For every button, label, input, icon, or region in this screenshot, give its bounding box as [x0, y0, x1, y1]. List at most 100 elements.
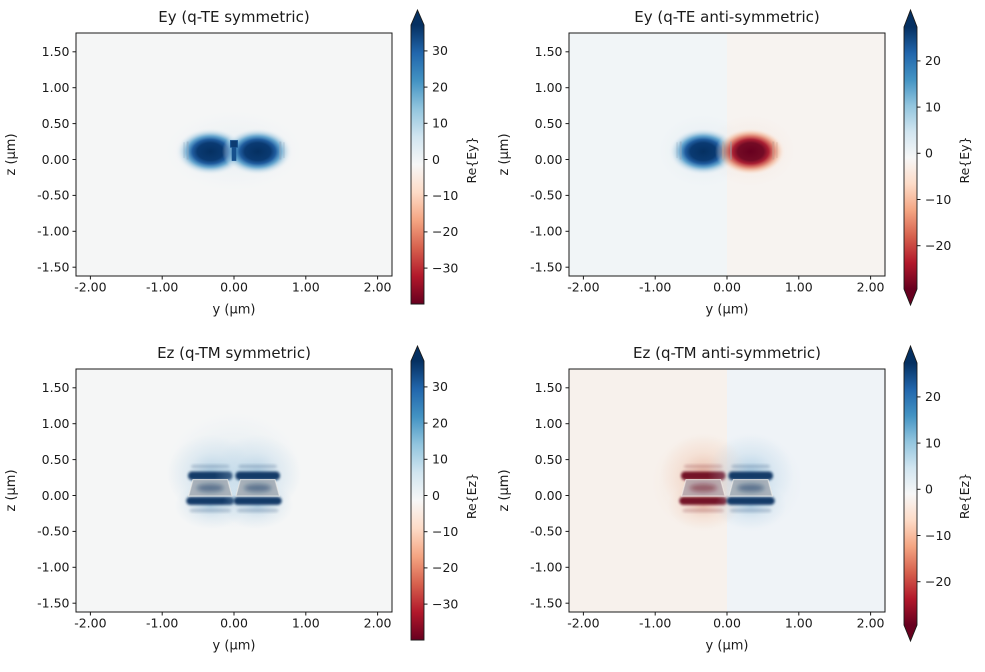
- sidewall-dash: [279, 141, 282, 160]
- panel-svg-ez-tm-symmetric: -2.00 -1.00 0.00 1.00 2.00 1.50 1.00 0.50 0.00 -0…: [4, 344, 479, 654]
- colorbar-tick-label: 0: [432, 152, 440, 167]
- x-axis-label: y (µm): [706, 639, 749, 654]
- panel-svg-ez-tm-anti-symmetric: -2.00 -1.00 0.00 1.00 2.00 1.50 1.00 0.50 0.00 -0…: [497, 344, 972, 654]
- x-tick-label: 2.00: [364, 280, 392, 295]
- y-tick-label: 1.00: [42, 416, 70, 431]
- x-tick-label: -2.00: [74, 280, 106, 295]
- panel-ey-te-anti-symmetric: -2.00 -1.00 0.00 1.00 2.00 1.50 1.00 0.50 0.00 -0…: [493, 0, 985, 336]
- x-tick-label: 0.00: [220, 616, 248, 631]
- x-tick-label: 2.00: [857, 616, 885, 631]
- mode-lobe: [221, 127, 294, 177]
- field-stripe-top: [235, 471, 280, 481]
- y-tick-label: 1.00: [535, 80, 563, 95]
- sidewall-dash: [772, 141, 775, 160]
- panel-title: Ey (q-TE symmetric): [158, 8, 309, 26]
- colorbar-tick-label: −20: [432, 560, 458, 575]
- colorbar-tick-label: −20: [925, 574, 951, 589]
- x-tick-label: -1.00: [146, 616, 178, 631]
- panel-ez-tm-symmetric: -2.00 -1.00 0.00 1.00 2.00 1.50 1.00 0.50 0.00 -0…: [0, 336, 492, 672]
- y-axis-label: z (µm): [497, 133, 512, 175]
- colorbar-tick-label: 10: [925, 99, 941, 114]
- x-axis-label: y (µm): [213, 303, 256, 318]
- panel-ez-tm-anti-symmetric: -2.00 -1.00 0.00 1.00 2.00 1.50 1.00 0.50 0.00 -0…: [493, 336, 985, 672]
- sidewall-dash: [676, 142, 678, 159]
- colorbar-tick-label: 10: [432, 116, 448, 131]
- y-tick-label: 0.00: [42, 488, 70, 503]
- ripple-stripe: [731, 464, 771, 469]
- colorbar-tick-label: 20: [432, 79, 448, 94]
- colorbar-label: Re{Ez}: [957, 473, 972, 519]
- waveguide-interior-band: [689, 484, 717, 492]
- y-tick-label: 1.50: [535, 44, 563, 59]
- x-tick-label: 0.00: [220, 280, 248, 295]
- y-tick-label: 0.50: [42, 116, 70, 131]
- y-axis-label: z (µm): [497, 469, 512, 511]
- colorbar-tick-label: 0: [925, 146, 933, 161]
- colorbar-label: Re{Ez}: [464, 473, 479, 519]
- field-stripe-bottom: [233, 496, 282, 505]
- y-tick-label: 0.00: [42, 152, 70, 167]
- colorbar-tick-label: 20: [925, 389, 941, 404]
- colorbar-label: Re{Ey}: [957, 136, 972, 183]
- y-tick-label: 1.00: [42, 80, 70, 95]
- panel-svg-ey-te-symmetric: -2.00 -1.00 0.00 1.00 2.00 1.50 1.00 0.50 0.00 -0…: [4, 8, 479, 318]
- y-tick-label: -1.50: [37, 260, 69, 275]
- y-tick-label: 0.50: [535, 116, 563, 131]
- y-tick-label: 0.00: [535, 488, 563, 503]
- ripple-stripe: [189, 508, 232, 513]
- colorbar-tick-label: −20: [925, 238, 951, 253]
- sidewall-dash: [186, 141, 189, 160]
- colorbar-tick-label: 30: [432, 43, 448, 58]
- colorbar-tick-label: −30: [432, 596, 458, 611]
- colorbar-tick-label: 0: [432, 488, 440, 503]
- y-tick-label: -1.50: [530, 260, 562, 275]
- y-tick-label: -0.50: [530, 524, 562, 539]
- x-tick-label: 1.00: [785, 616, 813, 631]
- x-tick-label: -1.00: [639, 280, 671, 295]
- x-tick-label: 1.00: [292, 280, 320, 295]
- heatmap-field: [165, 412, 303, 532]
- sidewall-dash: [679, 141, 682, 160]
- heatmap-field: [165, 111, 303, 191]
- y-tick-label: -1.00: [37, 224, 69, 239]
- x-tick-label: -1.00: [639, 616, 671, 631]
- panel-title: Ez (q-TM anti-symmetric): [633, 344, 821, 362]
- colorbar: [410, 8, 425, 305]
- y-tick-label: 0.50: [42, 452, 70, 467]
- x-tick-label: 1.00: [292, 616, 320, 631]
- y-tick-label: 0.00: [535, 152, 563, 167]
- waveguide-interior-band: [196, 484, 224, 492]
- x-tick-label: -2.00: [567, 616, 599, 631]
- field-stripe-top: [728, 471, 773, 481]
- y-tick-label: 1.50: [42, 44, 70, 59]
- x-tick-label: 1.00: [785, 280, 813, 295]
- ripple-stripe: [236, 508, 279, 513]
- x-tick-label: 0.00: [713, 616, 741, 631]
- y-tick-label: -0.50: [37, 524, 69, 539]
- colorbar-tick-label: 20: [432, 415, 448, 430]
- waveguide-interior-band: [737, 484, 765, 492]
- x-tick-label: -2.00: [74, 616, 106, 631]
- colorbar-tick-label: −10: [432, 524, 458, 539]
- colorbar-tick-label: 0: [925, 482, 933, 497]
- y-tick-label: -0.50: [530, 188, 562, 203]
- colorbar-tick-label: 10: [925, 435, 941, 450]
- y-tick-label: 1.50: [535, 380, 563, 395]
- colorbar-tick-label: −20: [432, 224, 458, 239]
- y-tick-label: -1.00: [530, 560, 562, 575]
- waveguide-interior-band: [244, 484, 272, 492]
- x-axis-label: y (µm): [706, 303, 749, 318]
- panel-svg-ey-te-anti-symmetric: -2.00 -1.00 0.00 1.00 2.00 1.50 1.00 0.50 0.00 -0…: [497, 8, 972, 318]
- center-gap-plug-core: [231, 140, 237, 147]
- colorbar: [903, 344, 918, 643]
- colorbar: [903, 8, 918, 307]
- sidewall-dash: [283, 142, 285, 159]
- ripple-stripe: [238, 464, 278, 469]
- x-tick-label: 2.00: [857, 280, 885, 295]
- panel-ey-te-symmetric: -2.00 -1.00 0.00 1.00 2.00 1.50 1.00 0.50 0.00 -0…: [0, 0, 492, 336]
- sidewall-dash: [730, 141, 732, 160]
- sidewall-dash: [183, 142, 185, 159]
- ripple-stripe: [729, 508, 772, 513]
- y-tick-label: -1.00: [530, 224, 562, 239]
